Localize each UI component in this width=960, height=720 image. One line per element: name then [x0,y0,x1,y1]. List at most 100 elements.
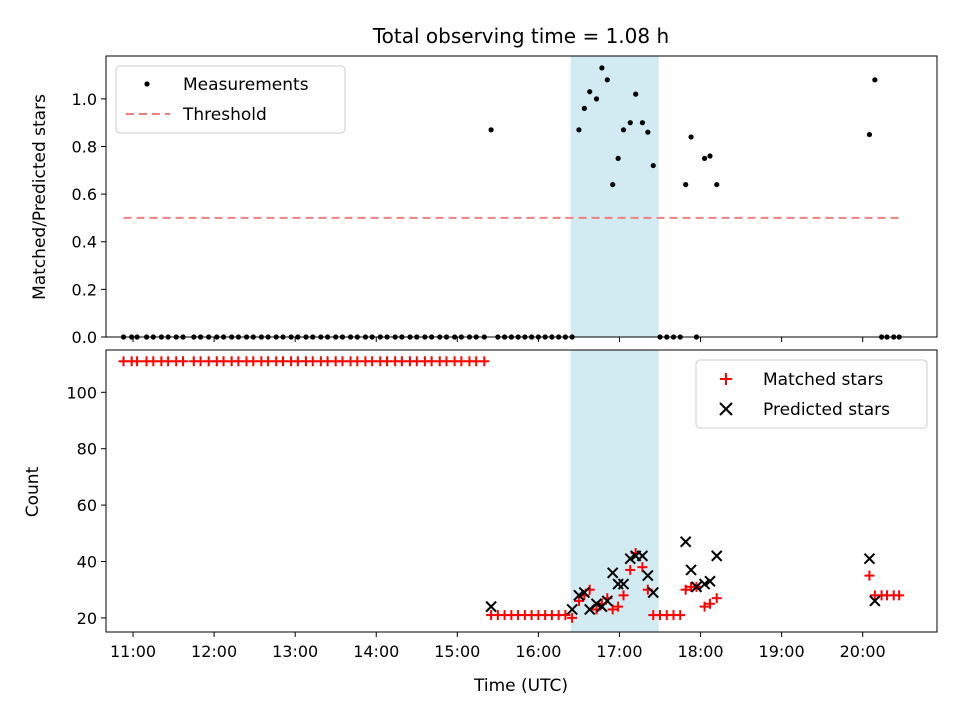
measurement-point [639,120,646,126]
y-tick-label: 0.2 [72,280,97,299]
matched-star-point [132,356,143,367]
matched-star-point [699,601,710,612]
predicted-star-point [679,536,692,548]
legend-label-predicted: Predicted stars [763,400,890,420]
matched-star-point [567,612,578,623]
predicted-star-point [636,550,649,562]
predicted-star-point [485,600,497,613]
predicted-star-point [869,595,881,607]
legend-marker-measurements [144,81,150,87]
matched-star-point [625,564,636,575]
measurement-point [615,155,621,161]
measurement-point [714,181,720,188]
measurement-point [593,96,600,102]
bottom-y-axis: 20 40 60 80 100 [66,383,106,628]
measurement-point [650,162,656,169]
measurement-point [633,91,639,97]
measurement-point [610,181,616,188]
predicted-star-point [578,586,591,599]
measurement-point [604,77,610,83]
matched-star-point [864,570,875,581]
x-axis-label: Time (UTC) [473,676,568,696]
measurement-point [620,127,627,133]
matched-star-point [479,356,490,367]
top-plot-frame [105,55,938,338]
predicted-star-point [601,595,614,607]
measurement-point [866,131,873,138]
x-tick-label: 11:00 [110,642,156,661]
x-tick-label: 14:00 [353,642,399,661]
measurement-point [599,65,605,71]
y-tick-label: 40 [77,553,97,572]
measurement-point [581,105,587,111]
y-tick-label: 100 [66,383,97,402]
top-y-axis: 0.0 0.2 0.4 0.6 0.8 1.0 [72,90,864,347]
matched-star-point [178,356,189,367]
predicted-star-point [711,550,723,562]
top-shaded-span [570,56,659,337]
predicted-star-point [566,603,578,616]
predicted-star-point [624,552,636,565]
y-tick-label: 0.6 [72,185,97,204]
predicted-star-point [863,552,876,565]
measurement-point [688,134,694,140]
predicted-star-point [590,598,603,610]
count-points [118,356,905,623]
measurement-point [627,120,633,126]
legend-label-threshold: Threshold [182,105,267,125]
measurement-point [576,127,582,133]
predicted-star-point [607,567,619,579]
matched-star-point [894,590,905,601]
top-panel: Total observing time = 1.08 h 0.00.20.40… [30,24,938,347]
bottom-x-axis: 11:00 12:00 13:00 14:00 15:00 16:00 17:00 18:00… [110,632,886,661]
measurement-point [645,129,651,135]
bottom-panel: 20 40 60 80 100 11:00 12:00 13:00 14:00 15:00 16:… [23,349,938,696]
matched-star-point [613,601,624,612]
matched-star-point [704,598,715,609]
predicted-star-point [698,578,711,590]
predicted-star-point [573,589,585,602]
bottom-plot-frame [105,349,938,633]
matched-star-point [711,593,722,604]
x-tick-label: 17:00 [596,642,642,661]
top-legend: Measurements Threshold [115,65,346,134]
bottom-shaded-span [570,350,659,632]
predicted-star-point [647,586,659,599]
predicted-star-point [617,578,630,590]
measurement-point [872,77,878,83]
predicted-star-point [642,569,654,582]
predicted-star-point [690,581,703,593]
top-y-axis-label: Matched/Predicted stars [30,94,50,300]
measurement-point [488,127,494,133]
y-tick-label: 0.8 [72,137,97,156]
bottom-legend: Matched stars Predicted stars [695,359,928,429]
predicted-star-point [685,564,697,576]
matched-star-point [637,562,648,573]
measurement-point [587,89,593,95]
y-tick-label: 0.4 [72,233,97,252]
legend-label-measurements: Measurements [183,75,309,95]
measurement-point [701,155,708,161]
legend-marker-predicted [719,402,733,416]
predicted-star-point [704,575,716,587]
legend-marker-matched [720,373,732,385]
y-tick-label: 80 [77,440,97,459]
legend-label-matched: Matched stars [763,370,883,390]
y-tick-label: 0.0 [72,328,97,347]
x-tick-label: 16:00 [515,642,561,661]
y-tick-label: 60 [77,496,97,515]
x-tick-label: 15:00 [434,642,480,661]
x-tick-label: 20:00 [840,642,886,661]
matched-star-point [618,590,629,601]
matched-star-point [607,604,618,615]
x-tick-label: 18:00 [677,642,723,661]
x-tick-label: 13:00 [272,642,318,661]
chart-title: Total observing time = 1.08 h [372,24,669,48]
y-tick-label: 1.0 [72,90,97,109]
y-tick-label: 20 [77,609,97,628]
measurement-point [683,181,689,188]
bottom-y-axis-label: Count [23,466,43,517]
matched-star-point [675,610,686,621]
x-tick-label: 12:00 [191,642,237,661]
x-tick-label: 19:00 [759,642,805,661]
